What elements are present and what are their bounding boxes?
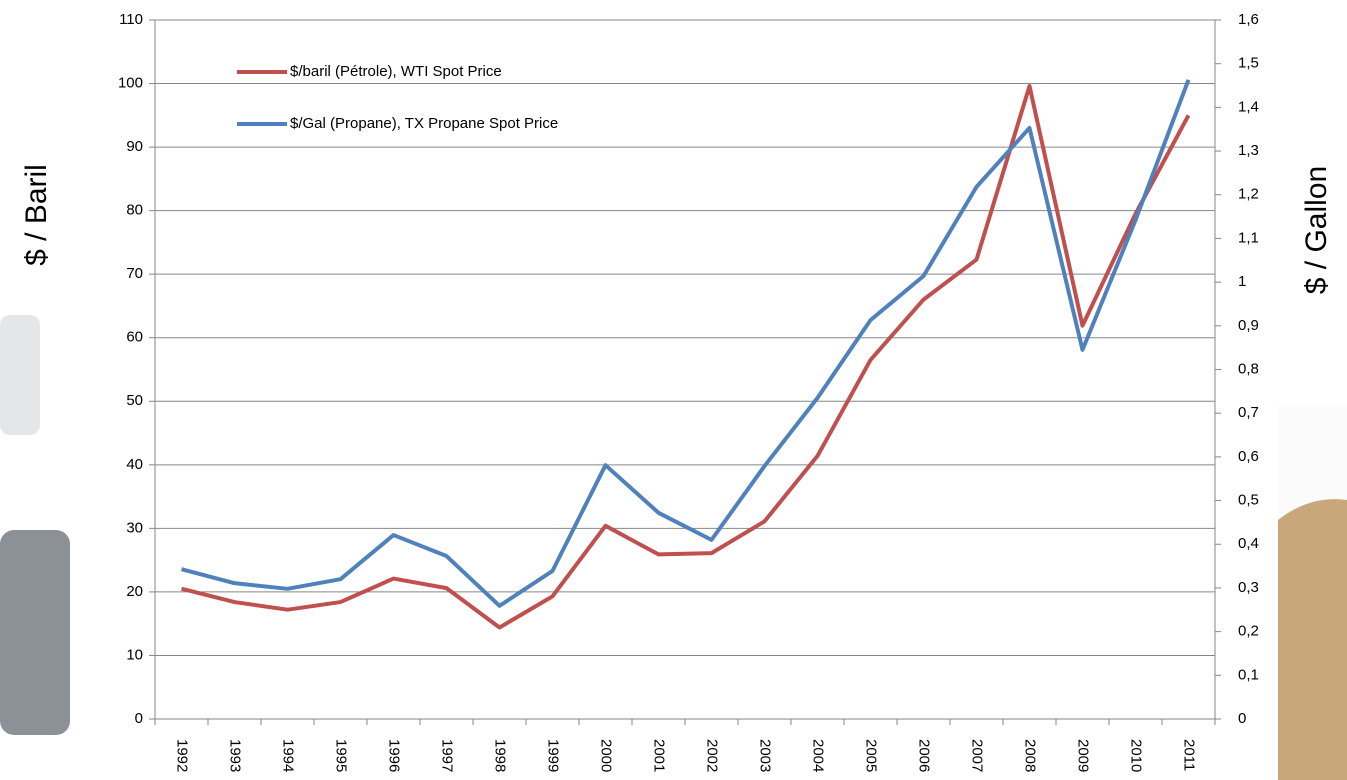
y-tick-label: 10 bbox=[126, 646, 143, 663]
x-tick-label: 2003 bbox=[757, 739, 774, 772]
x-tick-label: 2008 bbox=[1022, 739, 1039, 772]
x-tick-label: 2006 bbox=[916, 739, 933, 772]
x-tick-label: 2009 bbox=[1075, 739, 1092, 772]
x-tick-label: 1993 bbox=[227, 739, 244, 772]
series-line bbox=[181, 84, 1191, 630]
y2-tick-label: 0 bbox=[1238, 710, 1246, 727]
x-tick-label: 2005 bbox=[863, 739, 880, 772]
x-tick-label: 1999 bbox=[545, 739, 562, 772]
series-line bbox=[180, 79, 1191, 608]
legend-label: $/baril (Pétrole), WTI Spot Price bbox=[290, 63, 502, 80]
y2-tick-label: 0,8 bbox=[1238, 360, 1259, 377]
y2-tick-label: 1,4 bbox=[1238, 98, 1259, 115]
x-tick-label: 2007 bbox=[969, 739, 986, 772]
y-tick-label: 20 bbox=[126, 583, 143, 600]
x-tick-label: 2001 bbox=[651, 739, 668, 772]
y-tick-label: 60 bbox=[126, 329, 143, 346]
x-tick-label: 1995 bbox=[333, 739, 350, 772]
x-tick-label: 1997 bbox=[439, 739, 456, 772]
x-tick-label: 2000 bbox=[598, 739, 615, 772]
sand-image bbox=[1278, 499, 1347, 780]
y-tick-label: 90 bbox=[126, 138, 143, 155]
bottle-image bbox=[0, 530, 70, 735]
y2-tick-label: 1,3 bbox=[1238, 142, 1259, 159]
y2-tick-label: 0,3 bbox=[1238, 579, 1259, 596]
x-tick-label: 2010 bbox=[1128, 739, 1145, 772]
x-tick-label: 2004 bbox=[810, 739, 827, 772]
x-tick-label: 2002 bbox=[704, 739, 721, 772]
y-tick-label: 40 bbox=[126, 456, 143, 473]
y-axis-title: $ / Baril bbox=[20, 164, 53, 266]
y-tick-label: 30 bbox=[126, 519, 143, 536]
x-tick-label: 1994 bbox=[280, 739, 297, 772]
y2-tick-label: 1,1 bbox=[1238, 229, 1259, 246]
y-tick-label: 70 bbox=[126, 265, 143, 282]
y2-tick-label: 0,2 bbox=[1238, 623, 1259, 640]
y2-tick-label: 0,6 bbox=[1238, 448, 1259, 465]
y-tick-label: 110 bbox=[119, 11, 143, 28]
y-tick-label: 50 bbox=[126, 392, 143, 409]
y2-tick-label: 0,7 bbox=[1238, 404, 1259, 421]
tank-image bbox=[0, 315, 40, 435]
y-tick-label: 100 bbox=[118, 75, 143, 92]
y2-tick-label: 0,5 bbox=[1238, 492, 1259, 509]
y2-tick-label: 1,6 bbox=[1238, 11, 1259, 28]
y2-axis-title: $ / Gallon bbox=[1300, 166, 1333, 294]
y-tick-label: 0 bbox=[135, 710, 143, 727]
y2-tick-label: 1,2 bbox=[1238, 186, 1259, 203]
y2-tick-label: 0,9 bbox=[1238, 317, 1259, 334]
y2-tick-label: 1 bbox=[1238, 273, 1246, 290]
x-tick-label: 2011 bbox=[1181, 739, 1198, 771]
x-tick-label: 1996 bbox=[386, 739, 403, 772]
y-tick-label: 80 bbox=[126, 202, 143, 219]
y2-tick-label: 0,1 bbox=[1238, 666, 1259, 683]
y2-tick-label: 0,4 bbox=[1238, 535, 1259, 552]
x-tick-label: 1992 bbox=[174, 739, 191, 772]
x-tick-label: 1998 bbox=[492, 739, 509, 772]
y2-tick-label: 1,5 bbox=[1238, 55, 1259, 72]
legend-label: $/Gal (Propane), TX Propane Spot Price bbox=[290, 115, 558, 132]
